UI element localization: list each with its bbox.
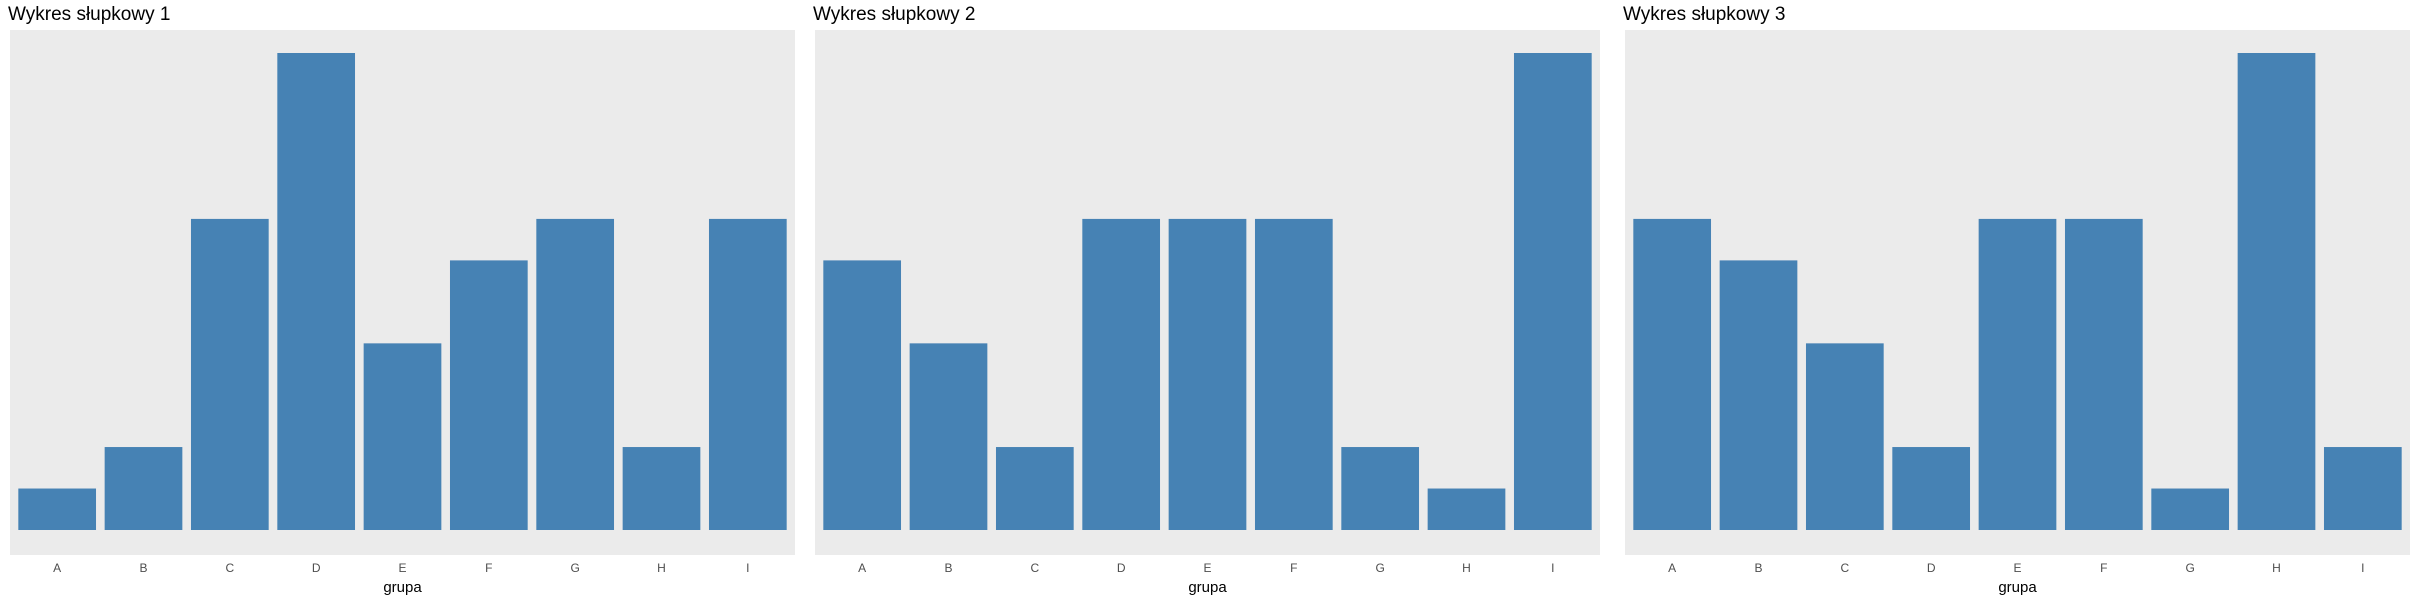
x-tick-label: D — [1927, 561, 1936, 575]
bar-A — [1633, 218, 1712, 530]
bar-E — [363, 343, 442, 530]
x-tick-label: C — [1030, 561, 1039, 575]
x-tick-label: C — [1840, 561, 1849, 575]
x-tick-label: G — [1375, 561, 1384, 575]
bar-A — [823, 260, 902, 530]
x-tick-label: G — [570, 561, 579, 575]
chart-title: Wykres słupkowy 1 — [8, 4, 170, 25]
x-tick-label: H — [2272, 561, 2281, 575]
bar-I — [708, 218, 787, 530]
bar-D — [1892, 447, 1971, 530]
x-tick-label: E — [398, 561, 406, 575]
bar-G — [1341, 447, 1420, 530]
bar-D — [1082, 218, 1161, 530]
x-tick-label: F — [485, 561, 492, 575]
bar-G — [536, 218, 615, 530]
x-tick-label: A — [1668, 561, 1676, 575]
x-tick-label: I — [2361, 561, 2364, 575]
x-tick-label: H — [1462, 561, 1471, 575]
x-tick-label: C — [225, 561, 234, 575]
bar-B — [1719, 260, 1798, 530]
bar-C — [995, 447, 1074, 530]
bar-E — [1168, 218, 1247, 530]
x-tick-label: D — [1117, 561, 1126, 575]
chart-title: Wykres słupkowy 3 — [1623, 4, 1785, 25]
x-tick-label: I — [746, 561, 749, 575]
x-tick-label: H — [657, 561, 666, 575]
bar-F — [2064, 218, 2143, 530]
bar-C — [190, 218, 269, 530]
bar-A — [18, 488, 97, 530]
x-axis-label: grupa — [1998, 579, 2037, 596]
x-axis-label: grupa — [1188, 579, 1227, 596]
bar-F — [449, 260, 528, 530]
x-tick-label: I — [1551, 561, 1554, 575]
bar-H — [1427, 488, 1506, 530]
bar-B — [909, 343, 988, 530]
bar-H — [622, 447, 701, 530]
bar-F — [1254, 218, 1333, 530]
bar-G — [2151, 488, 2230, 530]
x-tick-label: D — [312, 561, 321, 575]
x-tick-label: F — [2100, 561, 2107, 575]
x-axis-label: grupa — [383, 579, 422, 596]
bar-C — [1805, 343, 1884, 530]
bar-I — [1513, 53, 1592, 530]
x-tick-label: E — [2013, 561, 2021, 575]
bar-D — [277, 53, 356, 530]
bar-H — [2237, 53, 2316, 530]
x-tick-label: F — [1290, 561, 1297, 575]
x-tick-label: G — [2185, 561, 2194, 575]
x-tick-label: E — [1203, 561, 1211, 575]
x-tick-label: B — [1754, 561, 1762, 575]
bar-E — [1978, 218, 2057, 530]
bar-I — [2323, 447, 2402, 530]
x-tick-label: B — [944, 561, 952, 575]
x-tick-label: A — [858, 561, 866, 575]
x-tick-label: A — [53, 561, 61, 575]
bar-B — [104, 447, 183, 530]
x-tick-label: B — [139, 561, 147, 575]
chart-title: Wykres słupkowy 2 — [813, 4, 975, 25]
